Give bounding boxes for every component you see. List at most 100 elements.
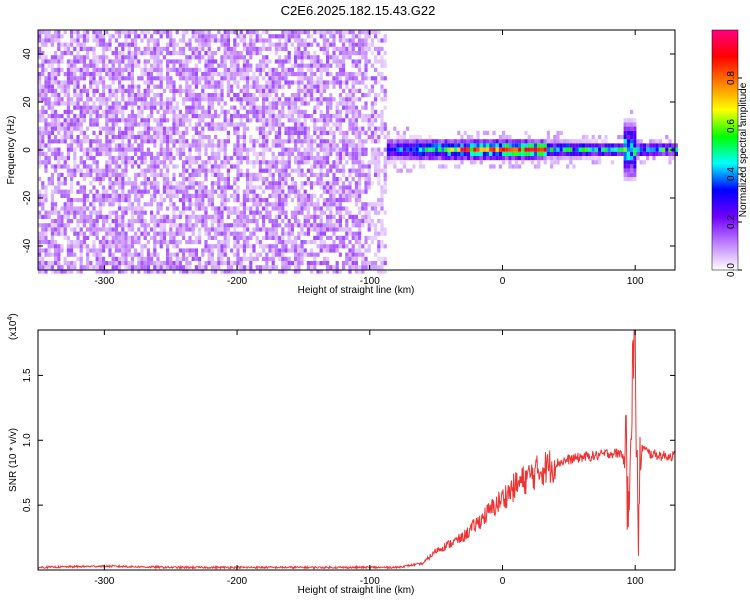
spectrogram-cell	[252, 248, 256, 253]
spectrogram-cell	[82, 240, 86, 245]
spectrogram-cell	[319, 59, 323, 64]
spectrogram-cell	[268, 122, 272, 127]
spectrogram-cell	[214, 189, 218, 194]
spectrogram-cell	[121, 168, 125, 173]
spectrogram-cell	[143, 30, 147, 35]
spectrogram-cell	[239, 118, 243, 123]
spectrogram-cell	[582, 139, 586, 144]
colorbar-tick-label: 0.6	[726, 119, 737, 133]
spectrogram-cell	[543, 143, 547, 148]
spectrogram-cell	[255, 63, 259, 68]
spectrogram-cell	[370, 118, 374, 123]
spectrogram-cell	[262, 38, 266, 43]
spectrogram-cell	[178, 114, 182, 119]
spectrogram-cell	[342, 185, 346, 190]
spectrogram-cell	[201, 126, 205, 131]
spectrogram-cell	[338, 147, 342, 152]
spectrogram-cell	[540, 143, 544, 148]
spectrogram-cell	[265, 72, 269, 77]
spectrogram-cell	[111, 126, 115, 131]
spectrogram-cell	[313, 219, 317, 224]
spectrogram-cell	[130, 202, 134, 207]
spectrogram-cell	[210, 214, 214, 219]
spectrogram-cell	[114, 93, 118, 98]
spectrogram-cell	[102, 240, 106, 245]
spectrogram-cell	[294, 256, 298, 261]
spectrogram-cell	[310, 181, 314, 186]
spectrogram-cell	[204, 219, 208, 224]
spectrogram-cell	[601, 143, 605, 148]
spectrogram-cell	[86, 261, 90, 266]
spectrogram-cell	[242, 227, 246, 232]
spectrogram-cell	[271, 118, 275, 123]
spectrogram-cell	[345, 261, 349, 266]
spectrogram-cell	[249, 256, 253, 261]
spectrogram-cell	[374, 147, 378, 152]
spectrogram-cell	[226, 214, 230, 219]
spectrogram-cell	[153, 97, 157, 102]
spectrogram-cell	[76, 118, 80, 123]
spectrogram-cell	[134, 240, 138, 245]
spectrogram-cell	[226, 156, 230, 161]
spectrogram-cell	[50, 202, 54, 207]
spectrogram-cell	[214, 80, 218, 85]
spectrogram-cell	[271, 256, 275, 261]
spectrogram-cell	[271, 185, 275, 190]
spectrogram-cell	[258, 244, 262, 249]
spectrogram-cell	[268, 181, 272, 186]
spectrogram-cell	[111, 185, 115, 190]
spectrogram-cell	[175, 88, 179, 93]
spectrogram-cell	[310, 185, 314, 190]
spectrogram-cell	[191, 72, 195, 77]
spectrogram-cell	[636, 151, 640, 156]
spectrogram-cell	[322, 42, 326, 47]
spectrogram-cell	[134, 30, 138, 35]
spectrogram-cell	[402, 130, 406, 135]
spectrogram-cell	[92, 80, 96, 85]
spectrogram-cell	[281, 252, 285, 257]
spectrogram-cell	[73, 126, 77, 131]
spectrogram-cell	[630, 156, 634, 161]
spectrogram-cell	[156, 93, 160, 98]
spectrogram-cell	[47, 135, 51, 140]
spectrogram-cell	[329, 55, 333, 60]
spectrogram-cell	[127, 135, 131, 140]
spectrogram-cell	[431, 156, 435, 161]
spectrogram-cell	[450, 147, 454, 152]
spectrogram-cell	[111, 265, 115, 270]
spectrogram-cell	[210, 139, 214, 144]
spectrogram-cell	[633, 156, 637, 161]
spectrogram-cell	[214, 51, 218, 56]
spectrogram-cell	[140, 156, 144, 161]
spectrogram-cell	[82, 42, 86, 47]
spectrogram-cell	[150, 210, 154, 215]
spectrogram-cell	[124, 210, 128, 215]
spectrogram-cell	[252, 147, 256, 152]
spectrogram-cell	[345, 143, 349, 148]
spectrogram-cell	[214, 164, 218, 169]
spectrogram-cell	[258, 46, 262, 51]
spectrogram-cell	[50, 34, 54, 39]
spectrogram-cell	[159, 219, 163, 224]
spectrogram-cell	[338, 46, 342, 51]
spectrogram-cell	[92, 34, 96, 39]
spectrogram-cell	[598, 147, 602, 152]
spectrogram-cell	[271, 84, 275, 89]
spectrogram-cell	[358, 126, 362, 131]
spectrogram-cell	[297, 147, 301, 152]
spectrogram-cell	[294, 193, 298, 198]
spectrogram-cell	[63, 269, 67, 274]
spectrogram-cell	[70, 210, 74, 215]
spectrogram-cell	[188, 105, 192, 110]
spectrogram-cell	[175, 256, 179, 261]
spectrogram-cell	[111, 231, 115, 236]
spectrogram-cell	[226, 88, 230, 93]
spectrogram-cell	[633, 177, 637, 182]
spectrogram-cell	[287, 59, 291, 64]
spectrogram-cell	[233, 198, 237, 203]
spectrogram-cell	[508, 143, 512, 148]
spectrogram-cell	[230, 88, 234, 93]
spectrogram-cell	[511, 151, 515, 156]
spectrogram-cell	[89, 80, 93, 85]
spectrogram-cell	[287, 185, 291, 190]
